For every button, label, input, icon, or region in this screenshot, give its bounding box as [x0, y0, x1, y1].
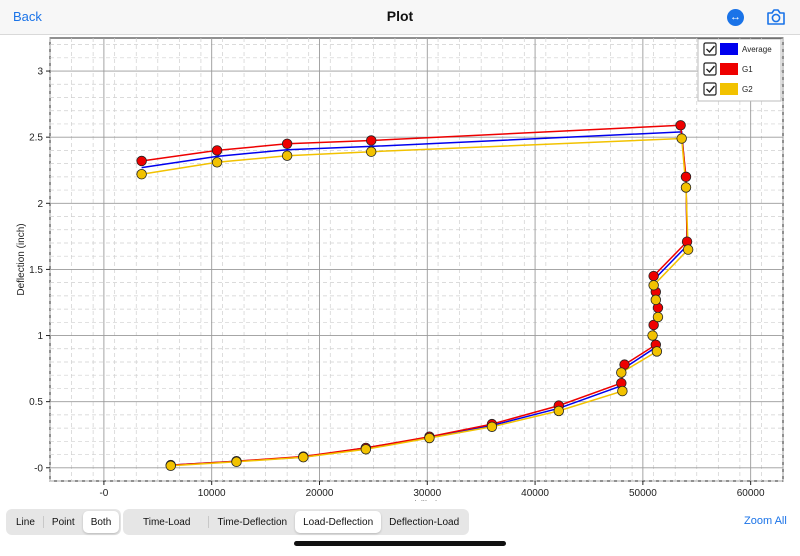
data-point-g2	[231, 456, 242, 468]
legend-checkbox-average[interactable]	[703, 42, 717, 56]
data-point-g2	[553, 405, 564, 417]
plot-frame	[49, 37, 784, 482]
legend-label-g2: G2	[742, 85, 753, 94]
data-point-g2	[424, 432, 435, 444]
mode-button-both[interactable]: Both	[82, 511, 120, 533]
legend-checkbox-g2[interactable]	[703, 82, 717, 96]
home-indicator	[294, 541, 506, 546]
data-point-g1	[281, 138, 293, 149]
data-point-g2	[486, 421, 498, 432]
data-point-g2	[366, 146, 377, 157]
plot-area[interactable]: -0 10000 20000 30000 40000 50000 60000 -0 0.5 1 1.…	[0, 35, 800, 511]
plot-type-button-time-deflection[interactable]: Time-Deflection	[217, 516, 288, 528]
data-point-g2	[652, 311, 664, 323]
display-mode-segmented-control[interactable]: Line Point Both	[6, 509, 122, 535]
y-tick-label: 1	[37, 331, 43, 342]
plot-type-button-load-deflection[interactable]: Load-Deflection	[295, 511, 382, 533]
legend-swatch-g2	[720, 83, 738, 95]
plot-type-segmented-control[interactable]: Time-Load Time-Deflection Load-Deflection D…	[123, 509, 470, 535]
data-point-g1	[675, 120, 686, 131]
y-tick-label: 2.5	[29, 133, 43, 144]
y-tick-label: 0.5	[29, 397, 43, 408]
x-tick-label: 40000	[521, 488, 549, 499]
data-point-g2	[617, 385, 628, 397]
data-point-g2	[136, 169, 147, 180]
data-point-g2	[647, 330, 658, 341]
data-point-g2	[676, 133, 687, 144]
navigation-bar: Back Plot ↔	[0, 0, 800, 35]
page-title: Plot	[386, 8, 414, 24]
y-axis-label: Deflection (inch)	[16, 223, 27, 295]
legend-checkbox-g1[interactable]	[703, 62, 717, 76]
camera-icon[interactable]	[766, 8, 786, 26]
checkmark-icon	[706, 45, 716, 54]
back-button[interactable]: Back	[13, 9, 42, 24]
plot-type-button-time-load[interactable]: Time-Load	[143, 516, 191, 528]
zoom-all-button[interactable]: Zoom All	[744, 515, 787, 527]
data-point-g2	[298, 451, 309, 463]
x-tick-label: 10000	[198, 488, 226, 499]
y-tick-label: 3	[37, 67, 43, 78]
mode-button-point[interactable]: Point	[51, 516, 75, 528]
data-point-g2	[651, 346, 663, 357]
segment-divider	[208, 516, 210, 528]
data-point-g2	[680, 182, 692, 193]
data-point-g2	[648, 280, 659, 291]
data-point-g2	[682, 244, 694, 255]
y-tick-label: -0	[34, 463, 43, 474]
data-point-g2	[616, 367, 627, 378]
x-tick-label: 50000	[629, 488, 657, 499]
x-tick-label: 60000	[737, 488, 765, 499]
data-point-g2	[211, 157, 223, 168]
segment-divider	[42, 516, 44, 528]
mode-button-line[interactable]: Line	[16, 516, 35, 528]
expand-horizontal-icon[interactable]: ↔	[727, 9, 744, 26]
data-point-g1	[680, 171, 692, 183]
legend-swatch-g1	[720, 63, 738, 75]
x-tick-label: 20000	[306, 488, 334, 499]
data-point-g2	[165, 460, 176, 471]
checkmark-icon	[706, 85, 716, 94]
load-deflection-chart[interactable]: -0 10000 20000 30000 40000 50000 60000 -0 0.5 1 1.…	[0, 35, 800, 511]
x-axis-label: Load (lbs)	[394, 500, 438, 501]
legend-label-average: Average	[742, 45, 772, 54]
data-point-g1	[136, 155, 147, 167]
data-point-g1	[366, 135, 377, 146]
x-tick-label: 30000	[413, 488, 441, 499]
x-tick-label: -0	[99, 488, 108, 499]
data-point-g1	[648, 319, 659, 331]
y-tick-label: 2	[37, 199, 43, 210]
data-point-g2	[650, 294, 662, 306]
data-point-g1	[211, 145, 223, 156]
y-tick-label: 1.5	[29, 265, 43, 276]
plot-type-button-deflection-load[interactable]: Deflection-Load	[389, 516, 460, 528]
data-point-g2	[281, 150, 293, 161]
bottom-toolbar: Line Point Both Time-Load Time-Deflection Lo…	[0, 504, 800, 556]
legend-label-g1: G1	[742, 65, 753, 74]
checkmark-icon	[706, 65, 716, 74]
data-point-g2	[360, 444, 372, 455]
data-point-g1	[648, 270, 659, 282]
legend-swatch-average	[720, 43, 738, 55]
